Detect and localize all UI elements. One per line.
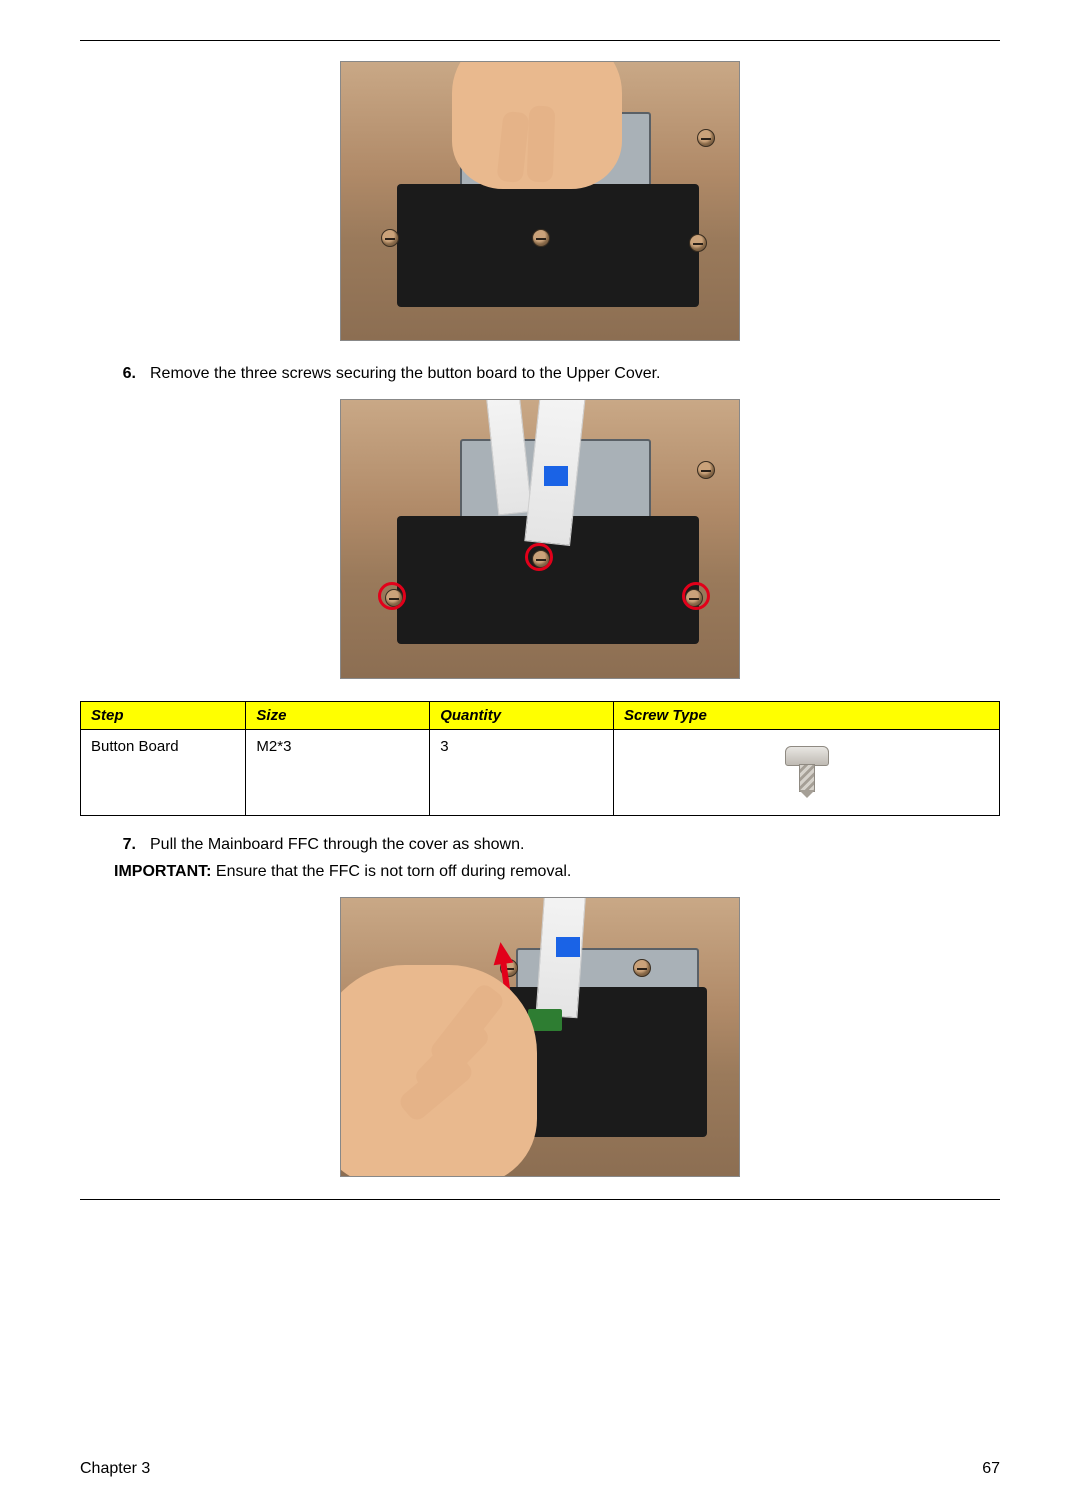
figure-1 [80,61,1000,341]
figure-3 [80,897,1000,1177]
important-text: Ensure that the FFC is not torn off duri… [211,863,571,880]
important-note: IMPORTANT: Ensure that the FFC is not to… [114,861,1000,883]
figure-3-photo [340,897,740,1177]
footer-chapter: Chapter 3 [80,1460,150,1478]
step-6-number: 6. [114,363,136,385]
table-row: Button Board M2*3 3 [81,729,1000,815]
col-quantity: Quantity [430,701,614,729]
step-6: 6. Remove the three screws securing the … [114,363,1000,385]
step-7-number: 7. [114,834,136,856]
important-label: IMPORTANT: [114,863,211,880]
footer-page-number: 67 [982,1460,1000,1478]
cell-step: Button Board [81,729,246,815]
screw-type-icon [777,742,837,798]
col-screw-type: Screw Type [614,701,1000,729]
step-7-text: Pull the Mainboard FFC through the cover… [150,834,524,856]
page-rule-bottom [80,1199,1000,1200]
cell-qty: 3 [430,729,614,815]
col-step: Step [81,701,246,729]
screw-table: Step Size Quantity Screw Type Button Boa… [80,701,1000,816]
step-6-text: Remove the three screws securing the but… [150,363,661,385]
cell-size: M2*3 [246,729,430,815]
page-footer: Chapter 3 67 [80,1460,1000,1478]
figure-2-photo [340,399,740,679]
screw-highlight-ring [525,543,553,571]
col-size: Size [246,701,430,729]
screw-highlight-ring [682,582,710,610]
screw-highlight-ring [378,582,406,610]
cell-screw-image [614,729,1000,815]
figure-2 [80,399,1000,679]
figure-1-photo [340,61,740,341]
red-arrow-icon [491,941,514,966]
table-header-row: Step Size Quantity Screw Type [81,701,1000,729]
page-rule-top [80,40,1000,41]
step-7: 7. Pull the Mainboard FFC through the co… [114,834,1000,856]
